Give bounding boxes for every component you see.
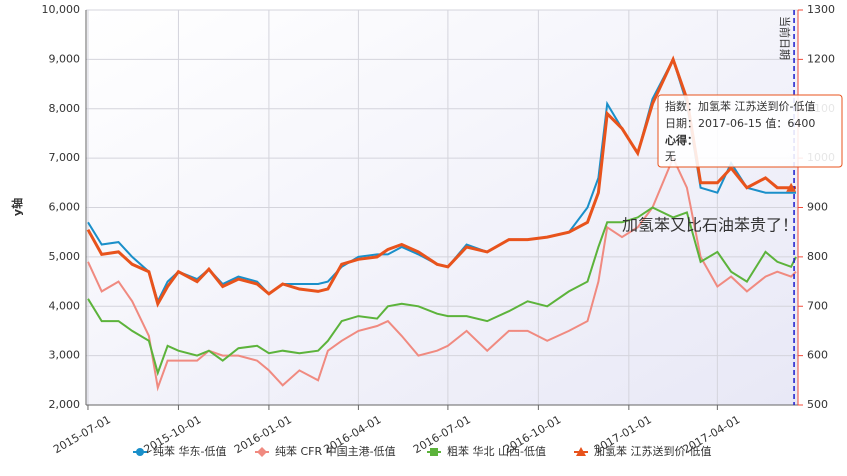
marker: [576, 447, 586, 456]
y-tick-label: 7,000: [49, 151, 81, 164]
annotation: 加氢苯又比石油苯贵了！: [622, 216, 798, 235]
y2-tick-label: 600: [807, 349, 828, 362]
tooltip-box: [657, 94, 843, 168]
legend-label: 加氢苯 江苏送到价-低值: [594, 444, 711, 458]
x-tick-label: 2015-07-01: [51, 413, 113, 456]
y-axis-label: y轴: [10, 198, 24, 216]
y-tick-label: 3,000: [49, 349, 81, 362]
legend-label: 粗苯 华北 山西-低值: [447, 444, 546, 458]
legend-item[interactable]: 加氢苯 江苏送到价-低值: [574, 444, 711, 458]
legend-label: 纯苯 华东-低值: [153, 444, 226, 458]
y-tick-label: 8,000: [49, 102, 81, 115]
marker: [430, 448, 438, 456]
y2-tick-label: 1200: [807, 52, 835, 65]
y-tick-label: 9,000: [49, 52, 81, 65]
y2-tick-label: 800: [807, 250, 828, 263]
current-date-label: 当前日期: [778, 16, 792, 60]
y-tick-label: 10,000: [42, 3, 81, 16]
y2-tick-label: 900: [807, 201, 828, 214]
y-tick-label: 6,000: [49, 201, 81, 214]
marker: [257, 447, 267, 457]
y-tick-label: 5,000: [49, 250, 81, 263]
legend-item[interactable]: 纯苯 CFR 中国主港-低值: [255, 444, 396, 458]
series-line: [87, 155, 797, 392]
marker: [136, 448, 144, 456]
series-line: [87, 206, 797, 377]
y-tick-label: 2,000: [49, 398, 81, 411]
tooltip-text: 心得：: [665, 133, 698, 147]
y-tick-label: 4,000: [49, 299, 81, 312]
marker: [786, 182, 797, 192]
y2-tick-label: 500: [807, 398, 828, 411]
y2-tick-label: 1300: [807, 3, 835, 16]
tooltip-text: 无: [665, 150, 676, 163]
tooltip-text: 日期：2017-06-15 值：6400: [665, 117, 815, 130]
tooltip-text: 指数：加氢苯 江苏送到价-低值: [665, 99, 815, 113]
y2-tick-label: 700: [807, 299, 828, 312]
legend-label: 纯苯 CFR 中国主港-低值: [275, 444, 396, 458]
legend-item[interactable]: 粗苯 华北 山西-低值: [427, 444, 546, 458]
